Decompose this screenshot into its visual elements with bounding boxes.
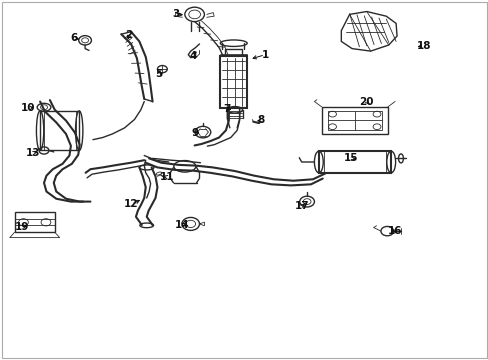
Text: 5: 5 — [155, 69, 162, 79]
Text: 20: 20 — [359, 96, 373, 107]
Text: 9: 9 — [191, 128, 198, 138]
Text: 15: 15 — [343, 153, 358, 163]
Text: 11: 11 — [160, 172, 174, 182]
Text: 2: 2 — [125, 30, 132, 40]
Bar — [321, 107, 387, 134]
Text: 6: 6 — [71, 33, 78, 43]
Text: 18: 18 — [416, 41, 431, 51]
Text: 10: 10 — [21, 103, 36, 113]
Text: 4: 4 — [189, 51, 197, 61]
Bar — [40, 111, 79, 150]
Text: 1: 1 — [261, 50, 268, 60]
Text: 19: 19 — [14, 222, 29, 232]
Text: 8: 8 — [257, 115, 264, 125]
Text: 16: 16 — [387, 226, 402, 236]
Bar — [327, 111, 381, 130]
Bar — [15, 212, 55, 232]
Text: 12: 12 — [123, 199, 138, 210]
Bar — [318, 151, 390, 173]
Text: 17: 17 — [294, 201, 309, 211]
Text: 13: 13 — [26, 148, 41, 158]
Text: 3: 3 — [172, 9, 179, 19]
Bar — [220, 56, 246, 108]
Text: 7: 7 — [223, 104, 231, 114]
Text: 14: 14 — [174, 220, 189, 230]
